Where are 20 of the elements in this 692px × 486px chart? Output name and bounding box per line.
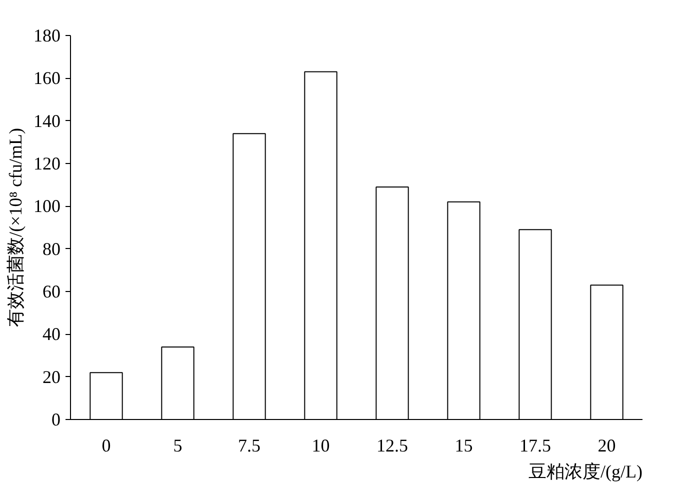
x-axis-title: 豆粕浓度/(g/L) xyxy=(528,462,643,482)
y-tick-label: 140 xyxy=(34,110,60,131)
y-tick-label: 180 xyxy=(34,26,60,46)
x-tick-label: 12.5 xyxy=(376,436,408,456)
x-tick-label: 7.5 xyxy=(238,436,260,456)
x-tick-label: 15 xyxy=(454,436,473,456)
x-tick-label: 17.5 xyxy=(520,436,551,456)
y-tick-label: 20 xyxy=(42,366,60,387)
y-tick-label: 80 xyxy=(42,238,60,259)
y-tick-label: 0 xyxy=(52,410,60,430)
y-axis-title: 有效活菌数/(×10⁸ cfu/mL) xyxy=(6,128,26,327)
y-tick-label: 100 xyxy=(34,196,60,216)
y-tick-label: 60 xyxy=(42,282,60,302)
x-tick-label: 10 xyxy=(312,436,330,456)
y-tick-label: 120 xyxy=(34,154,60,174)
y-tick-label: 40 xyxy=(42,324,60,344)
y-tick-label: 160 xyxy=(34,68,60,88)
x-tick-label: 0 xyxy=(102,436,111,456)
x-tick-label: 20 xyxy=(598,436,616,456)
x-tick-label: 5 xyxy=(173,436,182,456)
